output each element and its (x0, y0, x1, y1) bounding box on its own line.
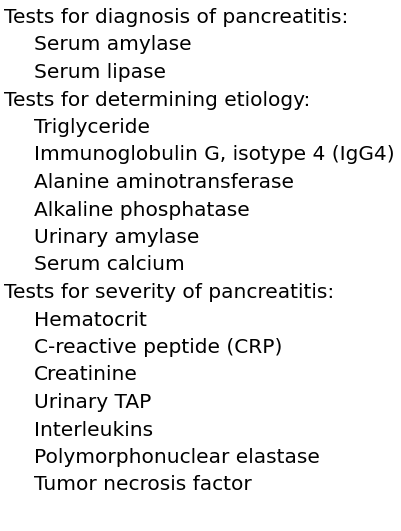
Text: Immunoglobulin G, isotype 4 (IgG4): Immunoglobulin G, isotype 4 (IgG4) (34, 145, 395, 165)
Text: Alanine aminotransferase: Alanine aminotransferase (34, 173, 294, 192)
Text: Urinary amylase: Urinary amylase (34, 228, 199, 247)
Text: Serum calcium: Serum calcium (34, 255, 185, 275)
Text: Hematocrit: Hematocrit (34, 311, 147, 330)
Text: Alkaline phosphatase: Alkaline phosphatase (34, 201, 250, 219)
Text: Tests for severity of pancreatitis:: Tests for severity of pancreatitis: (4, 283, 334, 302)
Text: Interleukins: Interleukins (34, 421, 153, 440)
Text: Polymorphonuclear elastase: Polymorphonuclear elastase (34, 448, 320, 467)
Text: Urinary TAP: Urinary TAP (34, 393, 151, 412)
Text: Tumor necrosis factor: Tumor necrosis factor (34, 475, 252, 494)
Text: Serum lipase: Serum lipase (34, 63, 166, 82)
Text: C-reactive peptide (CRP): C-reactive peptide (CRP) (34, 338, 282, 357)
Text: Tests for determining etiology:: Tests for determining etiology: (4, 90, 310, 109)
Text: Tests for diagnosis of pancreatitis:: Tests for diagnosis of pancreatitis: (4, 8, 348, 27)
Text: Creatinine: Creatinine (34, 365, 138, 384)
Text: Serum amylase: Serum amylase (34, 36, 192, 55)
Text: Triglyceride: Triglyceride (34, 118, 150, 137)
